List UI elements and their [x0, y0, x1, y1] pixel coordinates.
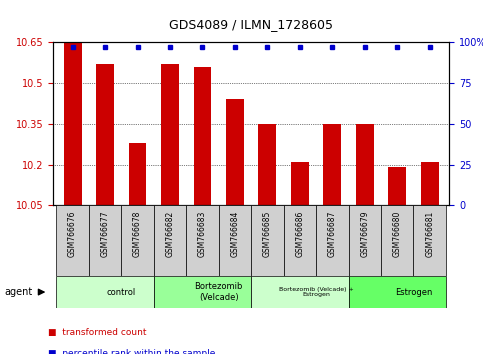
Text: GDS4089 / ILMN_1728605: GDS4089 / ILMN_1728605: [169, 18, 333, 31]
Bar: [316, 205, 349, 276]
Bar: [381, 205, 413, 276]
Bar: [251, 205, 284, 276]
Text: Estrogen: Estrogen: [395, 287, 432, 297]
Bar: [258, 124, 276, 205]
Bar: [128, 143, 146, 205]
Bar: [388, 167, 406, 205]
Text: Bortezomib
(Velcade): Bortezomib (Velcade): [195, 282, 243, 302]
Bar: [251, 276, 349, 308]
Bar: [226, 99, 244, 205]
Bar: [57, 205, 89, 276]
Bar: [421, 162, 439, 205]
Text: GSM766682: GSM766682: [166, 211, 174, 257]
Text: GSM766684: GSM766684: [230, 211, 240, 257]
Text: control: control: [107, 287, 136, 297]
Text: GSM766683: GSM766683: [198, 211, 207, 257]
Bar: [194, 67, 212, 205]
Bar: [284, 205, 316, 276]
Text: GSM766686: GSM766686: [296, 211, 304, 257]
Bar: [96, 64, 114, 205]
Text: Bortezomib (Velcade) +
Estrogen: Bortezomib (Velcade) + Estrogen: [279, 287, 354, 297]
Text: GSM766685: GSM766685: [263, 211, 272, 257]
Bar: [413, 205, 446, 276]
Text: GSM766687: GSM766687: [328, 211, 337, 257]
Bar: [291, 162, 309, 205]
Bar: [57, 276, 154, 308]
Text: ■  transformed count: ■ transformed count: [48, 328, 147, 337]
Text: agent: agent: [5, 287, 33, 297]
Bar: [219, 205, 251, 276]
Text: GSM766678: GSM766678: [133, 211, 142, 257]
Bar: [161, 64, 179, 205]
Text: GSM766679: GSM766679: [360, 211, 369, 257]
Bar: [154, 276, 251, 308]
Bar: [64, 42, 82, 205]
Bar: [349, 276, 446, 308]
Bar: [89, 205, 121, 276]
Text: GSM766677: GSM766677: [100, 211, 110, 257]
Bar: [349, 205, 381, 276]
Bar: [324, 124, 341, 205]
Text: GSM766676: GSM766676: [68, 211, 77, 257]
Text: ■  percentile rank within the sample: ■ percentile rank within the sample: [48, 349, 216, 354]
Bar: [121, 205, 154, 276]
Bar: [356, 124, 374, 205]
Bar: [154, 205, 186, 276]
Text: GSM766681: GSM766681: [425, 211, 434, 257]
Bar: [186, 205, 219, 276]
Text: GSM766680: GSM766680: [393, 211, 402, 257]
